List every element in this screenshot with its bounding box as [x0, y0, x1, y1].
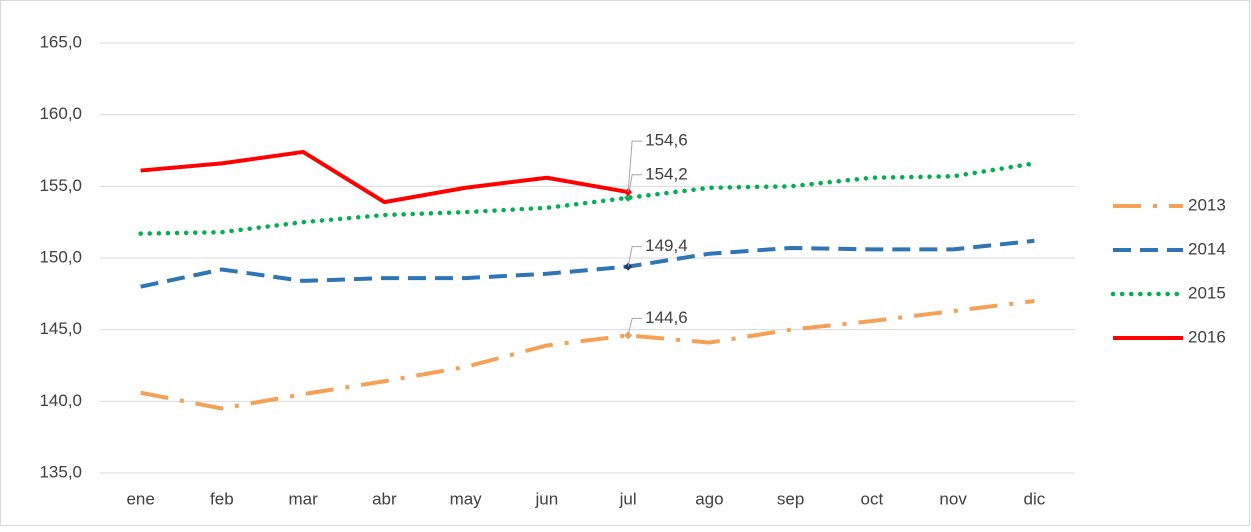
y-tick-label: 145,0 [39, 319, 82, 338]
series-line [140, 299, 1035, 411]
x-tick-label: mar [288, 489, 318, 508]
data-label: 144,6 [645, 308, 688, 327]
x-tick-label: oct [861, 489, 884, 508]
x-tick-label: nov [939, 489, 967, 508]
label-leader [627, 317, 643, 336]
legend-label: 2016 [1188, 327, 1226, 346]
y-tick-label: 155,0 [39, 176, 82, 195]
series-line [140, 238, 1035, 289]
x-tick-label: jun [535, 489, 559, 508]
x-tick-label: sep [777, 489, 804, 508]
x-tick-label: ago [695, 489, 723, 508]
label-leader [627, 140, 643, 193]
label-leader [627, 246, 643, 267]
x-tick-label: dic [1024, 489, 1046, 508]
y-tick-label: 140,0 [39, 391, 82, 410]
x-tick-label: abr [372, 489, 397, 508]
data-label: 149,4 [645, 236, 688, 255]
legend-label: 2015 [1188, 283, 1226, 302]
x-tick-label: jul [619, 489, 637, 508]
y-tick-label: 165,0 [39, 32, 82, 51]
data-label: 154,2 [645, 164, 688, 183]
y-tick-label: 135,0 [39, 462, 82, 481]
data-label: 154,6 [645, 131, 688, 150]
x-tick-label: feb [210, 489, 234, 508]
y-tick-label: 160,0 [39, 104, 82, 123]
series-line [140, 149, 629, 205]
series-line [138, 161, 1037, 236]
legend-label: 2014 [1188, 239, 1226, 258]
x-tick-label: ene [126, 489, 154, 508]
x-tick-label: may [450, 489, 483, 508]
y-tick-label: 150,0 [39, 247, 82, 266]
legend-label: 2013 [1188, 195, 1226, 214]
